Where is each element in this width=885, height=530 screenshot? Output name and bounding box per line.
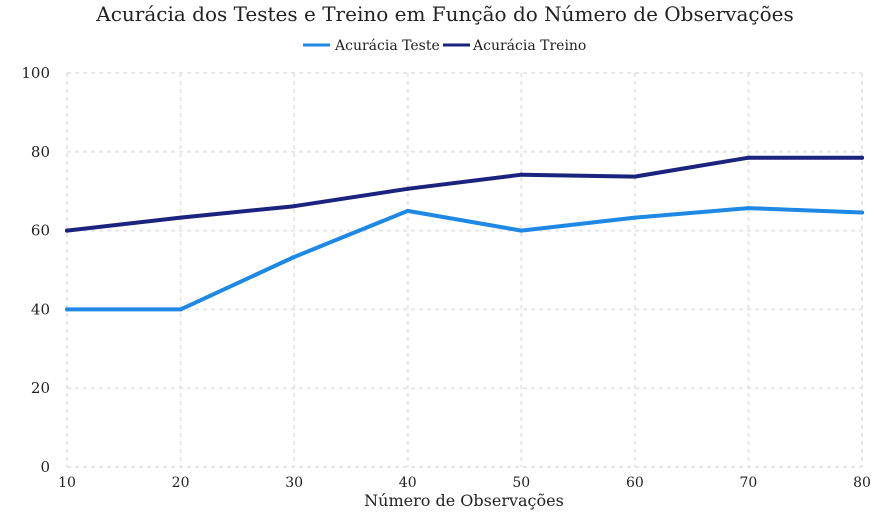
x-axis-ticks: 10 20 30 40 50 60 70 80 <box>58 475 871 491</box>
y-tick-label: 60 <box>31 222 50 240</box>
data-point-train <box>292 204 297 209</box>
x-tick-label: 80 <box>853 475 871 491</box>
x-tick-label: 10 <box>58 475 76 491</box>
x-tick-label: 20 <box>172 475 190 491</box>
data-point-test <box>292 254 297 259</box>
series-group <box>65 155 864 312</box>
grid <box>66 72 863 468</box>
data-point-test <box>65 307 69 312</box>
data-point-train <box>405 186 410 191</box>
chart-title: Acurácia dos Testes e Treino em Função d… <box>95 2 793 26</box>
series-line-test <box>65 206 864 312</box>
data-point-test <box>632 215 637 220</box>
x-tick-label: 40 <box>399 475 417 491</box>
data-point-train <box>178 215 183 220</box>
x-tick-label: 30 <box>285 475 303 491</box>
data-point-train <box>65 228 69 233</box>
data-point-train <box>860 155 864 160</box>
data-point-test <box>178 307 183 312</box>
x-axis-title: Número de Observações <box>364 491 564 510</box>
data-point-train <box>519 172 524 177</box>
data-point-test <box>860 210 864 215</box>
data-point-test <box>519 228 524 233</box>
y-tick-label: 20 <box>31 379 50 397</box>
legend: Acurácia Teste Acurácia Treino <box>303 38 586 54</box>
y-tick-label: 80 <box>31 143 50 161</box>
data-point-train <box>746 155 751 160</box>
y-tick-label: 40 <box>31 300 50 318</box>
data-point-test <box>405 208 410 213</box>
y-axis-ticks: 0 20 40 60 80 100 <box>21 64 50 476</box>
data-point-test <box>746 206 751 211</box>
y-tick-label: 0 <box>40 458 50 476</box>
legend-label-train: Acurácia Treino <box>472 38 586 54</box>
y-tick-label: 100 <box>21 64 50 82</box>
series-line-train <box>65 155 864 233</box>
legend-label-test: Acurácia Teste <box>334 38 440 54</box>
x-tick-label: 70 <box>740 475 758 491</box>
x-tick-label: 60 <box>626 475 644 491</box>
data-point-train <box>632 174 637 179</box>
x-tick-label: 50 <box>512 475 530 491</box>
